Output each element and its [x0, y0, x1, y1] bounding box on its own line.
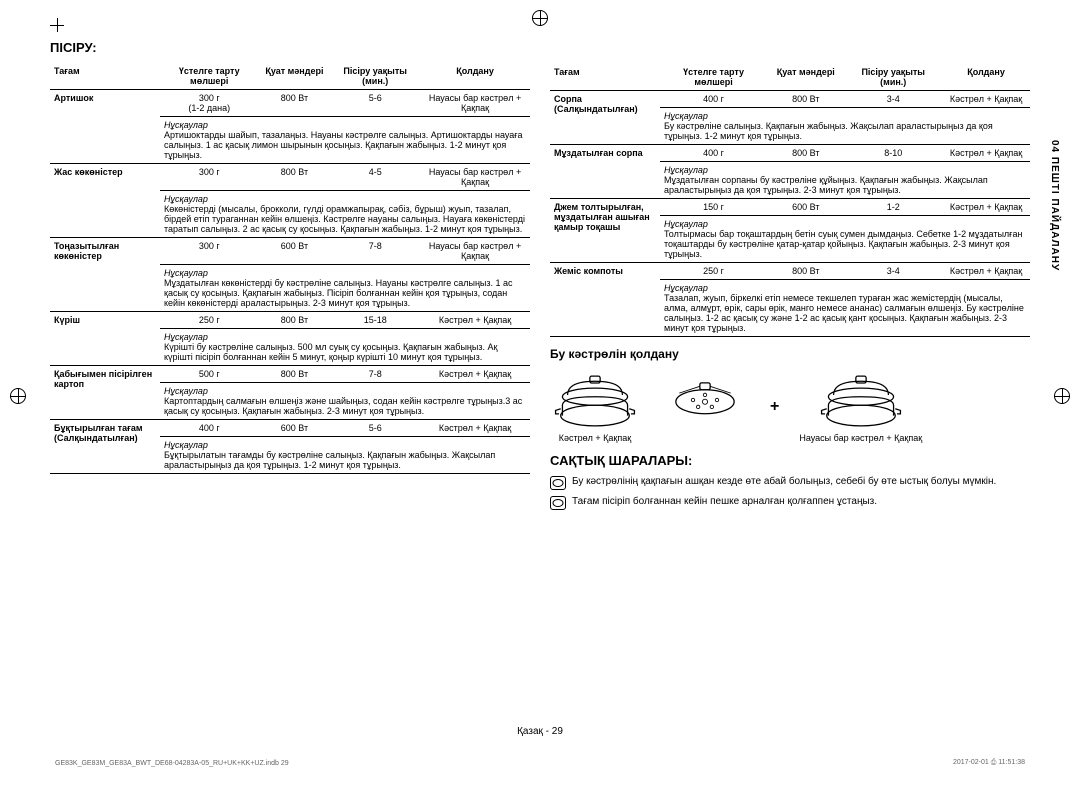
food-cell: Артишок — [50, 90, 160, 164]
th-power: Қуат мәндері — [258, 63, 330, 90]
portion-cell: 400 г — [660, 91, 767, 108]
time-cell: 4-5 — [330, 164, 420, 191]
th-use: Қолдану — [420, 63, 530, 90]
th-portion: Үстелге тарту мөлшері — [660, 64, 767, 91]
power-cell: 600 Вт — [258, 420, 330, 437]
cooking-table-right: Тағам Үстелге тарту мөлшері Қуат мәндері… — [550, 64, 1030, 337]
use-cell: Кәстрөл + Қақпақ — [942, 145, 1030, 162]
steamer-combo-label: Науасы бар кәстрөл + Қақпақ — [799, 433, 922, 443]
th-food: Тағам — [550, 64, 660, 91]
time-cell: 8-10 — [844, 145, 942, 162]
use-cell: Кәстрөл + Қақпақ — [420, 420, 530, 437]
time-cell: 5-6 — [330, 90, 420, 117]
use-cell: Кәстрөл + Қақпақ — [942, 263, 1030, 280]
instruction-cell: НұсқауларТолтырмасы бар тоқаштардың беті… — [660, 216, 1030, 263]
portion-cell: 300 г(1-2 дана) — [160, 90, 258, 117]
th-portion: Үстелге тарту мөлшері — [160, 63, 258, 90]
cooking-table-left: Тағам Үстелге тарту мөлшері Қуат мәндері… — [50, 63, 530, 474]
th-time: Пісіру уақыты (мин.) — [330, 63, 420, 90]
instruction-cell: НұсқауларБұқтырылатын тағамды бу кәстрөл… — [160, 437, 530, 474]
caution-text: Тағам пісіріп болғаннан кейін пешке арна… — [572, 496, 877, 507]
caution-text: Бу кәстрөлінің қақпағын ашқан кезде өте … — [572, 476, 996, 487]
instruction-cell: НұсқауларАртишоктарды шайып, тазалаңыз. … — [160, 117, 530, 164]
food-cell: Қабығымен пісірілген картоп — [50, 366, 160, 420]
food-cell: Джем толтырылған, мұздатылған ашыған қам… — [550, 199, 660, 263]
time-cell: 3-4 — [844, 263, 942, 280]
steamer-combo: Науасы бар кәстрөл + Қақпақ — [799, 371, 922, 443]
use-cell: Кәстрөл + Қақпақ — [420, 366, 530, 383]
portion-cell: 500 г — [160, 366, 258, 383]
time-cell: 7-8 — [330, 238, 420, 265]
food-cell: Бұқтырылған тағам (Салқындатылған) — [50, 420, 160, 474]
steamer-single: Кәстрөл + Қақпақ — [550, 371, 640, 443]
th-food: Тағам — [50, 63, 160, 90]
plus-sign: + — [770, 398, 779, 416]
right-column: Тағам Үстелге тарту мөлшері Қуат мәндері… — [550, 40, 1030, 516]
portion-cell: 150 г — [660, 199, 767, 216]
use-cell: Науасы бар кәстрөл + Қақпақ — [420, 164, 530, 191]
use-cell: Науасы бар кәстрөл + Қақпақ — [420, 238, 530, 265]
use-cell: Кәстрөл + Қақпақ — [420, 312, 530, 329]
power-cell: 800 Вт — [258, 312, 330, 329]
th-power: Қуат мәндері — [767, 64, 844, 91]
caution-item: Бу кәстрөлінің қақпағын ашқан кезде өте … — [550, 476, 1030, 490]
food-cell: Жас көкөністер — [50, 164, 160, 238]
use-cell: Кәстрөл + Қақпақ — [942, 91, 1030, 108]
steamer-row: Кәстрөл + Қақпақ + — [550, 371, 1030, 443]
page-number: Қазақ - 29 — [0, 726, 1080, 737]
instruction-cell: НұсқауларМұздатылған көкөністерді бу кәс… — [160, 265, 530, 312]
portion-cell: 300 г — [160, 164, 258, 191]
food-cell: Жеміс компоты — [550, 263, 660, 337]
footer-filename: GE83K_GE83M_GE83A_BWT_DE68-04283A-05_RU+… — [55, 760, 289, 767]
instruction-cell: НұсқауларКартоптардың салмағын өлшеңіз ж… — [160, 383, 530, 420]
th-time: Пісіру уақыты (мин.) — [844, 64, 942, 91]
portion-cell: 300 г — [160, 238, 258, 265]
main-content: ПІСІРУ: Тағам Үстелге тарту мөлшері Қуат… — [50, 40, 1030, 516]
steam-title: Бу кәстрөлін қолдану — [550, 347, 1030, 361]
power-cell: 600 Вт — [258, 238, 330, 265]
time-cell: 7-8 — [330, 366, 420, 383]
cooking-title: ПІСІРУ: — [50, 40, 530, 55]
food-cell: Сорпа (Салқындатылған) — [550, 91, 660, 145]
caution-icon — [550, 476, 566, 490]
food-cell: Мұздатылған сорпа — [550, 145, 660, 199]
power-cell: 800 Вт — [258, 90, 330, 117]
th-use: Қолдану — [942, 64, 1030, 91]
time-cell: 1-2 — [844, 199, 942, 216]
use-cell: Кәстрөл + Қақпақ — [942, 199, 1030, 216]
instruction-cell: НұсқауларКүрішті бу кәстрөліне салыңыз. … — [160, 329, 530, 366]
portion-cell: 400 г — [660, 145, 767, 162]
power-cell: 800 Вт — [767, 91, 844, 108]
steamer-tray — [660, 376, 750, 438]
use-cell: Науасы бар кәстрөл + Қақпақ — [420, 90, 530, 117]
instruction-cell: НұсқауларКөкөністерді (мысалы, брокколи,… — [160, 191, 530, 238]
caution-item: Тағам пісіріп болғаннан кейін пешке арна… — [550, 496, 1030, 510]
caution-title: САҚТЫҚ ШАРАЛАРЫ: — [550, 453, 1030, 468]
food-cell: Күріш — [50, 312, 160, 366]
power-cell: 800 Вт — [258, 164, 330, 191]
portion-cell: 250 г — [160, 312, 258, 329]
instruction-cell: НұсқауларБу кәстрөліне салыңыз. Қақпағын… — [660, 108, 1030, 145]
instruction-cell: НұсқауларТазалап, жуып, біркелкі етіп не… — [660, 280, 1030, 337]
power-cell: 600 Вт — [767, 199, 844, 216]
caution-icon — [550, 496, 566, 510]
portion-cell: 250 г — [660, 263, 767, 280]
section-tab: 04 ПЕШТІ ПАЙДАЛАНУ — [1049, 140, 1060, 271]
time-cell: 5-6 — [330, 420, 420, 437]
portion-cell: 400 г — [160, 420, 258, 437]
footer-timestamp: 2017-02-01 ⎙ 11:51:38 — [953, 759, 1025, 767]
time-cell: 3-4 — [844, 91, 942, 108]
power-cell: 800 Вт — [258, 366, 330, 383]
food-cell: Тоңазытылған көкөністер — [50, 238, 160, 312]
instruction-cell: НұсқауларМұздатылған сорпаны бу кәстрөлі… — [660, 162, 1030, 199]
time-cell: 15-18 — [330, 312, 420, 329]
power-cell: 800 Вт — [767, 145, 844, 162]
left-column: ПІСІРУ: Тағам Үстелге тарту мөлшері Қуат… — [50, 40, 530, 516]
power-cell: 800 Вт — [767, 263, 844, 280]
steamer-single-label: Кәстрөл + Қақпақ — [550, 433, 640, 443]
